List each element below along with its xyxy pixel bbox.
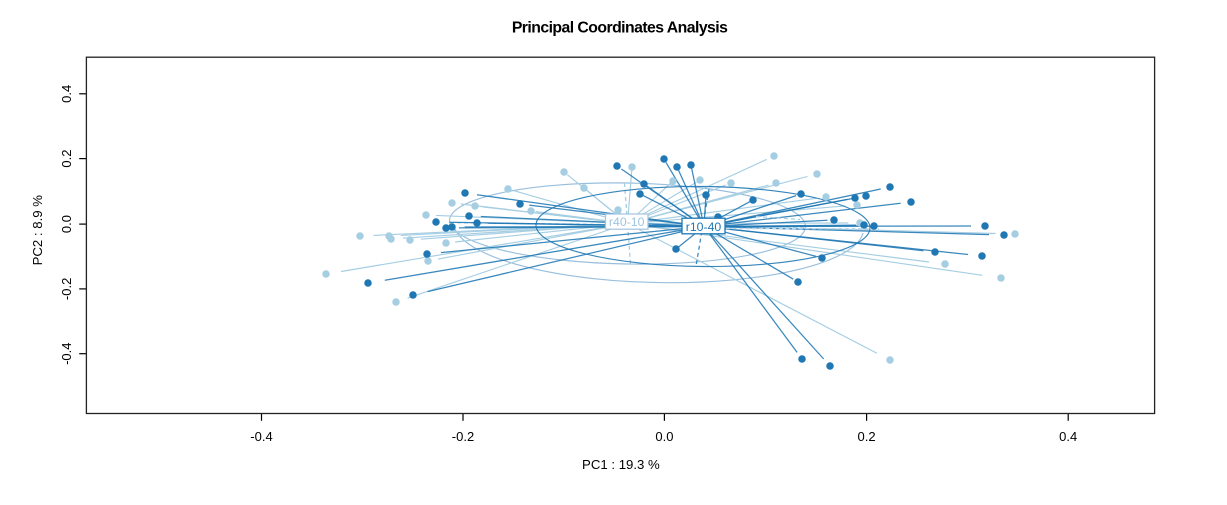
svg-text:0.2: 0.2: [59, 150, 74, 168]
svg-text:-0.4: -0.4: [250, 429, 272, 444]
svg-text:0.4: 0.4: [59, 85, 74, 103]
svg-text:PC1 : 19.3 %: PC1 : 19.3 %: [582, 457, 660, 472]
svg-text:0.0: 0.0: [59, 215, 74, 233]
svg-text:0.4: 0.4: [1059, 429, 1077, 444]
svg-text:r40-10: r40-10: [609, 215, 645, 229]
svg-text:0.2: 0.2: [858, 429, 876, 444]
svg-text:0.0: 0.0: [655, 429, 673, 444]
svg-text:PC2 : 8.9 %: PC2 : 8.9 %: [30, 195, 45, 266]
svg-text:-0.4: -0.4: [59, 342, 74, 364]
svg-text:Principal Coordinates Analysis: Principal Coordinates Analysis: [512, 19, 728, 36]
svg-text:-0.2: -0.2: [59, 278, 74, 300]
svg-text:r10-40: r10-40: [686, 220, 722, 234]
svg-text:-0.2: -0.2: [452, 429, 474, 444]
